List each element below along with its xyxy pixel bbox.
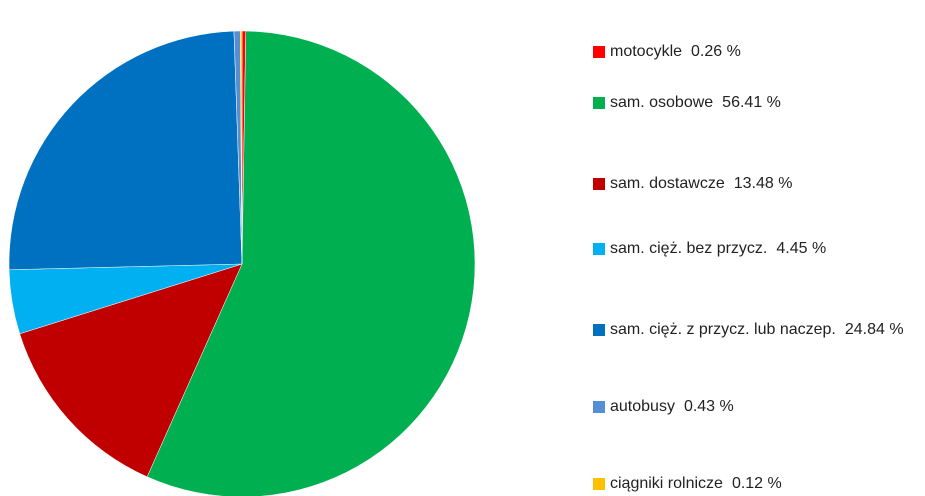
legend-value: 13.48 % bbox=[734, 175, 793, 192]
legend-label: sam. osobowe bbox=[610, 94, 713, 111]
legend-value: 56.41 % bbox=[722, 94, 781, 111]
legend-swatch bbox=[593, 46, 605, 58]
legend-label: sam. cięż. bez przycz. bbox=[610, 240, 767, 257]
legend-swatch bbox=[593, 97, 605, 109]
legend-value: 24.84 % bbox=[845, 321, 904, 338]
pie-slice bbox=[239, 30, 243, 265]
legend-swatch bbox=[593, 243, 605, 255]
legend-swatch bbox=[593, 401, 605, 413]
legend-value: 0.43 % bbox=[684, 398, 734, 415]
legend-value: 4.45 % bbox=[776, 240, 826, 257]
pie-slice bbox=[8, 30, 243, 271]
legend-label: sam. dostawcze bbox=[610, 175, 725, 192]
legend-label: autobusy bbox=[610, 398, 675, 415]
legend-swatch bbox=[593, 324, 605, 336]
legend-value: 0.26 % bbox=[691, 43, 741, 60]
legend-label: motocykle bbox=[610, 43, 682, 60]
legend-swatch bbox=[593, 478, 605, 490]
pie-slice bbox=[19, 263, 243, 478]
legend-value: 0.12 % bbox=[732, 475, 782, 492]
legend-swatch bbox=[593, 178, 605, 190]
legend-label: sam. cięż. z przycz. lub naczep. bbox=[610, 321, 836, 338]
legend-label: ciągniki rolnicze bbox=[610, 475, 723, 492]
